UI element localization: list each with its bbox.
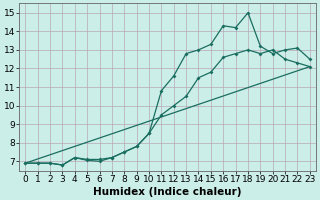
X-axis label: Humidex (Indice chaleur): Humidex (Indice chaleur)	[93, 187, 242, 197]
